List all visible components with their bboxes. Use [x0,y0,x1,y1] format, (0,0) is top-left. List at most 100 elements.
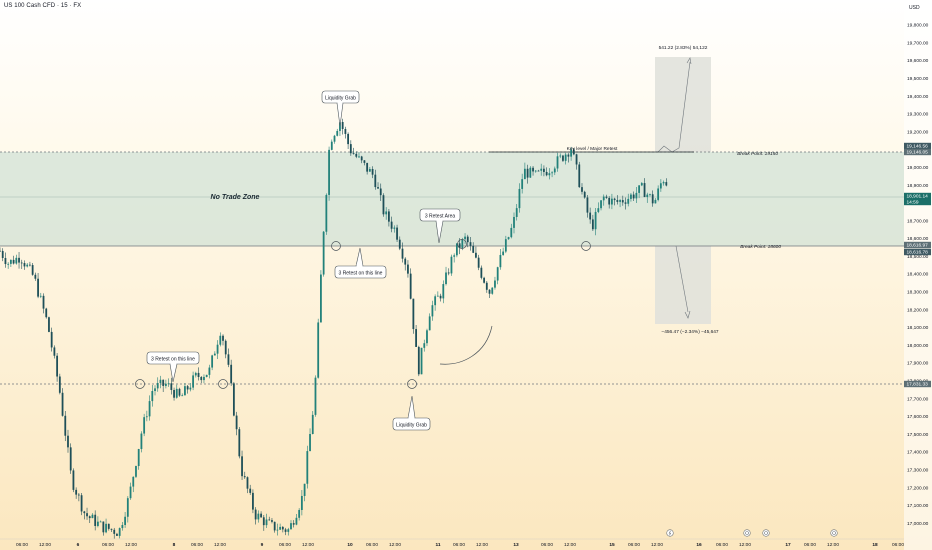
economic-event-icon[interactable] [743,529,751,537]
time-tick-label: 8 [173,542,176,548]
candle-body [317,322,320,378]
price-tag-bg [904,241,931,249]
price-tag-label: 18,616.78 [907,250,929,256]
candle-body [455,243,458,256]
candle-body [273,521,276,531]
candle-body [382,195,385,215]
candle-body [37,278,39,297]
time-tick-label: 12:00 [389,542,401,548]
candle-body [423,343,426,348]
candle-body [232,383,235,416]
candle-body [347,133,350,145]
candle-body [154,388,156,392]
retest-circle [331,241,341,251]
candle-body [75,489,78,495]
candle-body [466,236,469,243]
candle-body [322,231,325,275]
candle-body [627,198,630,204]
price-tick-label: 17,900.00 [907,361,929,367]
candle-body [649,194,651,196]
candle-body [597,208,600,212]
candle-body [227,354,230,365]
candle-body [485,282,488,290]
time-axis[interactable]: 06:00 12:00 6 06:00 12:00 8 06:00 12:00 9 06:00 12… [0,538,904,548]
liquidity-grab-top-label: Liquidity Grab [325,96,356,102]
price-tick-label: 18,700.00 [907,218,929,224]
callout-retest-area: 3 Retest Area [419,208,461,244]
retest-circle [218,379,228,389]
candle-body [281,526,284,530]
candle-body [567,154,570,157]
candle-body [48,317,50,332]
candle-body [18,257,20,263]
candle-body [398,239,401,249]
candle-body [184,386,186,396]
candle-body [262,517,265,526]
retest-curve [439,325,493,365]
candle-body [513,216,515,228]
candle-body [26,264,29,267]
candle-body [15,257,18,264]
upper-projection-box [655,57,711,152]
candle-body [148,401,151,417]
dividend-event-icon[interactable] [666,529,674,537]
candle-body [7,263,10,265]
candle-body [102,521,105,533]
no-trade-zone-label: No Trade Zone [211,194,260,201]
candle-body [643,183,646,198]
candle-body [496,267,499,281]
price-tag-label: 18,616.97 [907,243,929,249]
candle-body [390,221,393,229]
candle-body [564,154,567,161]
candle-body [34,274,37,279]
candle-body [344,128,347,134]
economic-event-icon[interactable] [762,529,770,537]
candle-body [385,211,388,215]
candle-body [246,477,249,489]
candle-body [254,509,257,520]
candle-body [53,347,56,356]
candle-body [475,252,477,258]
candle-body [140,433,143,450]
economic-event-icon[interactable] [830,529,838,537]
candle-body [545,171,548,176]
candle-body [200,377,203,381]
retest-circle [407,379,417,389]
time-tick-label: 06:00 [804,542,816,548]
candle-body [428,316,431,331]
candle-body [434,296,437,306]
price-tick-label: 17,100.00 [907,503,929,509]
time-tick-label: 12:00 [214,542,226,548]
callout-liquidity-grab-top: Liquidity Grab [321,90,360,127]
candle-body [203,376,205,381]
candle-body [219,335,222,345]
candle-body [303,483,306,496]
time-tick-label: 06:00 [628,542,640,548]
candle-body [97,521,99,526]
candle-body [581,187,583,192]
time-tick-label: 12:00 [651,542,663,548]
candle-body [494,280,496,288]
time-tick-label: 10 [347,542,353,548]
candle-body [624,202,627,204]
candle-body [559,155,562,157]
candle-body [613,198,616,201]
candle-body [121,525,124,529]
candle-body [651,194,654,204]
candle-body [339,121,341,131]
candle-body [325,194,328,232]
candle-body [39,295,42,297]
price-axis-bg [904,0,932,550]
symbol-title[interactable]: US 100 Cash CFD · 15 · FX [4,3,82,9]
candle-body [662,182,665,184]
candle-body [162,379,165,386]
price-tag-bg [904,148,931,156]
candle-body [243,476,246,478]
price-axis[interactable]: 19,800.00 19,700.00 19,600.00 19,500.00 19,4… [904,0,932,550]
candle-body [192,375,194,388]
candle-body [333,135,336,142]
price-tick-label: 19,500.00 [907,76,929,82]
time-tick-label: 12:00 [39,542,51,548]
